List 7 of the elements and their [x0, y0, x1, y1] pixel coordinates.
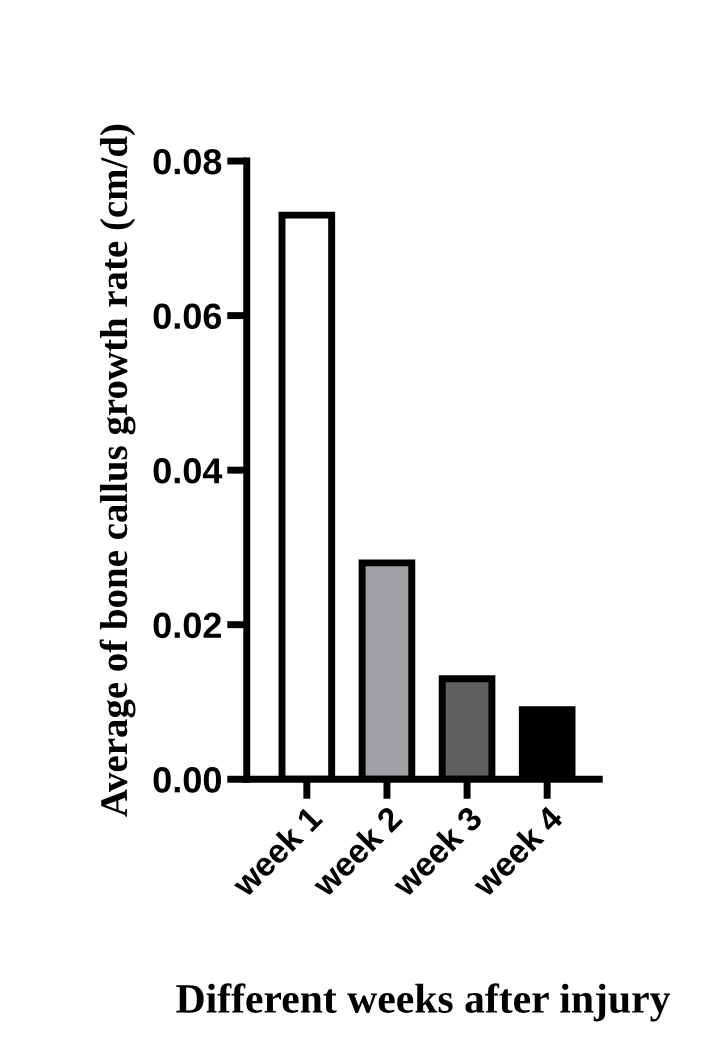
y-tick-label: 0.02 [153, 612, 221, 639]
y-tick-label: 0.00 [153, 767, 221, 793]
y-tick-label: 0.06 [153, 303, 222, 330]
y-axis-title: Average of bone callus growth rate (cm/d) [99, 124, 136, 817]
y-tick-label: 0.08 [153, 148, 222, 175]
y-tick-label: 0.04 [153, 458, 223, 484]
x-axis-title: Different weeks after injury [176, 983, 671, 1022]
